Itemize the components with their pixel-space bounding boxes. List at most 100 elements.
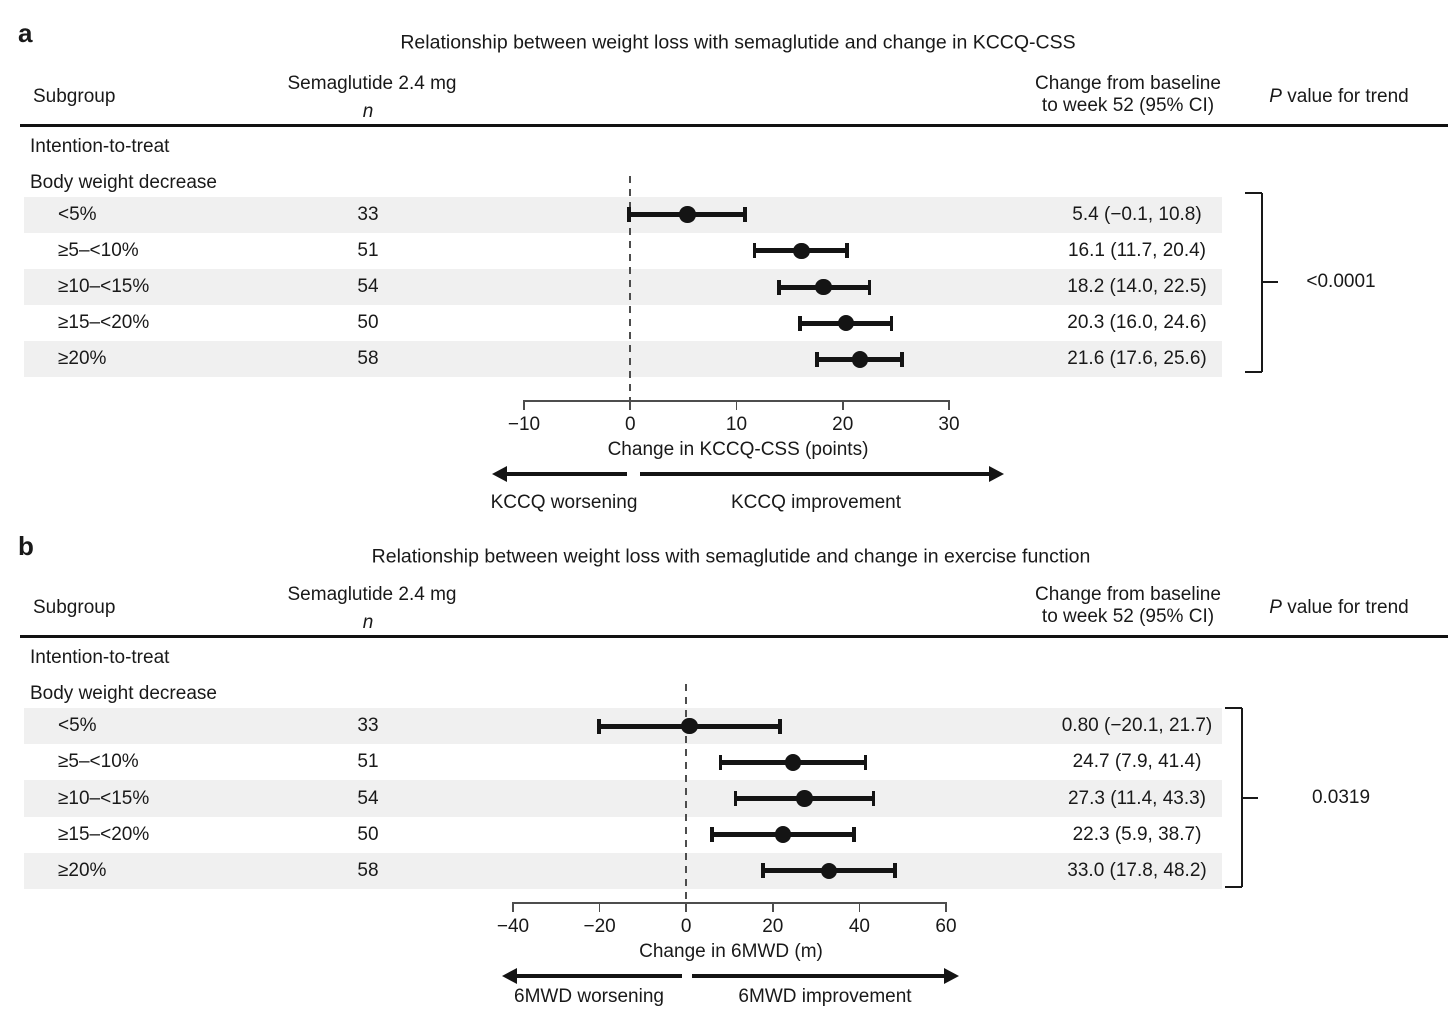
x-axis-tick-label-a-30: 30 (938, 414, 960, 436)
x-axis-tick-a-20 (841, 401, 844, 410)
ci-cap-right-a0 (743, 207, 747, 223)
n-value-b0: 33 (357, 715, 379, 737)
point-estimate-a4 (851, 351, 868, 368)
x-axis-tick-label-b-60: 60 (935, 916, 957, 938)
ci-cap-right-b4 (893, 863, 897, 879)
x-axis-label-b: Change in 6MWD (m) (639, 941, 823, 963)
bracket-top-stub-a (1245, 192, 1262, 194)
subgroup-label-b3: ≥15–<20% (58, 823, 150, 845)
estimate-ci-b3: 22.3 (5.9, 38.7) (1072, 823, 1202, 845)
arrow-left-label-a: KCCQ worsening (490, 492, 638, 514)
x-axis-tick-b-0 (685, 903, 687, 912)
estimate-ci-a2: 18.2 (14.0, 22.5) (1067, 276, 1207, 298)
column-header-change-line2-a: to week 52 (95% CI) (1041, 95, 1215, 117)
ci-cap-left-a2 (777, 279, 781, 295)
ci-cap-right-b2 (871, 791, 876, 806)
estimate-ci-b0: 0.80 (−20.1, 21.7) (1061, 715, 1213, 737)
point-estimate-b3 (774, 826, 791, 843)
column-header-change-line1-b: Change from baseline (1035, 584, 1221, 606)
column-header-n-a: n (362, 101, 374, 123)
p-italic-a: P (1269, 86, 1282, 108)
row-stripe-b2 (24, 780, 1222, 817)
x-axis-label-a: Change in KCCQ-CSS (points) (607, 439, 869, 461)
point-estimate-a2 (815, 278, 832, 296)
group-label-b: Body weight decrease (30, 683, 217, 705)
x-axis-tick-label-b-20: 20 (762, 916, 784, 938)
p-value-b: 0.0319 (1311, 787, 1371, 809)
arrow-right-line-a (640, 472, 992, 476)
ci-cap-left-b2 (733, 791, 738, 806)
subgroup-label-b0: <5% (58, 715, 97, 737)
x-axis-tick-label-b--40: −40 (496, 916, 530, 938)
ci-cap-left-b3 (709, 827, 714, 843)
arrow-right-line-b (692, 974, 947, 978)
n-value-b3: 50 (357, 823, 379, 845)
estimate-ci-a0: 5.4 (−0.1, 10.8) (1072, 203, 1202, 225)
n-value-a4: 58 (357, 348, 379, 370)
panel-a-letter: a (18, 18, 33, 48)
x-axis-tick-a--10 (523, 401, 525, 410)
column-header-subgroup-a: Subgroup (33, 86, 116, 108)
ci-cap-right-a1 (845, 243, 849, 259)
arrow-left-head-a (492, 466, 507, 482)
subgroup-label-a3: ≥15–<20% (58, 312, 150, 334)
estimate-ci-b1: 24.7 (7.9, 41.4) (1072, 751, 1202, 773)
panel-b-letter: b (18, 531, 34, 561)
n-value-b2: 54 (357, 787, 379, 809)
x-axis-tick-label-a-20: 20 (832, 414, 854, 436)
ci-cap-left-b4 (761, 863, 766, 879)
subgroup-label-a4: ≥20% (58, 348, 107, 370)
reference-line-b (685, 684, 688, 903)
arrow-left-line-a (504, 472, 627, 476)
arrow-right-head-a (989, 466, 1004, 482)
bracket-bottom-stub-a (1245, 371, 1262, 373)
p-value-a: <0.0001 (1306, 271, 1376, 293)
x-axis-tick-label-a--10: −10 (507, 414, 541, 436)
x-axis-tick-b--20 (598, 903, 601, 912)
n-value-b1: 51 (357, 751, 379, 773)
x-axis-tick-b-60 (945, 903, 947, 912)
row-stripe-b4 (24, 852, 1222, 889)
section-label-a: Intention-to-treat (30, 136, 170, 158)
point-estimate-b4 (820, 862, 838, 880)
estimate-ci-b2: 27.3 (11.4, 43.3) (1067, 787, 1207, 809)
row-stripe-a4 (24, 341, 1222, 378)
column-header-change-line2-b: to week 52 (95% CI) (1041, 606, 1215, 628)
ci-cap-right-b0 (778, 718, 782, 734)
x-axis-tick-label-b-0: 0 (680, 916, 692, 938)
bracket-mid-stub-a (1262, 281, 1278, 283)
arrow-right-label-b: 6MWD improvement (738, 986, 912, 1008)
x-axis-tick-label-b-40: 40 (848, 916, 870, 938)
p-rest-a: value for trend (1287, 86, 1409, 108)
ci-cap-right-b1 (863, 754, 868, 770)
column-header-pvalue-a: P value for trend (1269, 86, 1408, 108)
ci-cap-left-a3 (798, 315, 803, 331)
row-stripe-a2 (24, 268, 1222, 306)
point-estimate-a0 (679, 206, 696, 223)
n-value-a2: 54 (357, 276, 379, 298)
p-italic-b: P (1269, 597, 1282, 619)
ci-cap-right-b3 (851, 827, 856, 843)
arrow-left-head-b (502, 968, 517, 984)
n-value-a1: 51 (357, 239, 379, 261)
n-value-a0: 33 (357, 203, 379, 225)
column-header-subgroup-b: Subgroup (33, 597, 116, 619)
header-rule-b (20, 634, 1448, 638)
x-axis-tick-a-10 (735, 401, 738, 410)
ci-cap-left-a4 (815, 351, 820, 367)
section-label-b: Intention-to-treat (30, 647, 170, 669)
bracket-top-stub-b (1225, 707, 1242, 709)
estimate-ci-a1: 16.1 (11.7, 20.4) (1067, 239, 1207, 261)
bracket-vertical-a (1261, 193, 1263, 372)
column-header-change-line1-a: Change from baseline (1035, 73, 1221, 95)
x-axis-tick-b-40 (858, 903, 861, 912)
ci-cap-left-a0 (627, 207, 631, 223)
ci-cap-right-a3 (889, 315, 894, 331)
bracket-mid-stub-b (1242, 797, 1258, 799)
point-estimate-b0 (681, 717, 698, 735)
ci-cap-right-a4 (900, 351, 905, 367)
point-estimate-a1 (793, 242, 810, 260)
x-axis-line-a (523, 400, 950, 402)
ci-cap-left-b0 (597, 718, 601, 734)
ci-cap-left-b1 (718, 754, 723, 770)
